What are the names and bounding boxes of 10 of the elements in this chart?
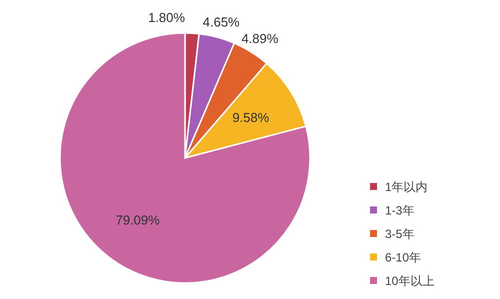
- legend-label: 3-5年: [385, 227, 414, 241]
- data-label: 1.80%: [148, 10, 186, 25]
- legend-label: 10年以上: [385, 274, 434, 288]
- legend-label: 1年以内: [385, 180, 428, 194]
- data-label: 9.58%: [232, 110, 270, 126]
- legend-label: 1-3年: [385, 204, 414, 218]
- data-label: 79.09%: [116, 212, 160, 228]
- data-label: 4.65%: [202, 14, 240, 30]
- data-label: 4.89%: [241, 31, 279, 46]
- legend-label: 6-10年: [385, 250, 422, 264]
